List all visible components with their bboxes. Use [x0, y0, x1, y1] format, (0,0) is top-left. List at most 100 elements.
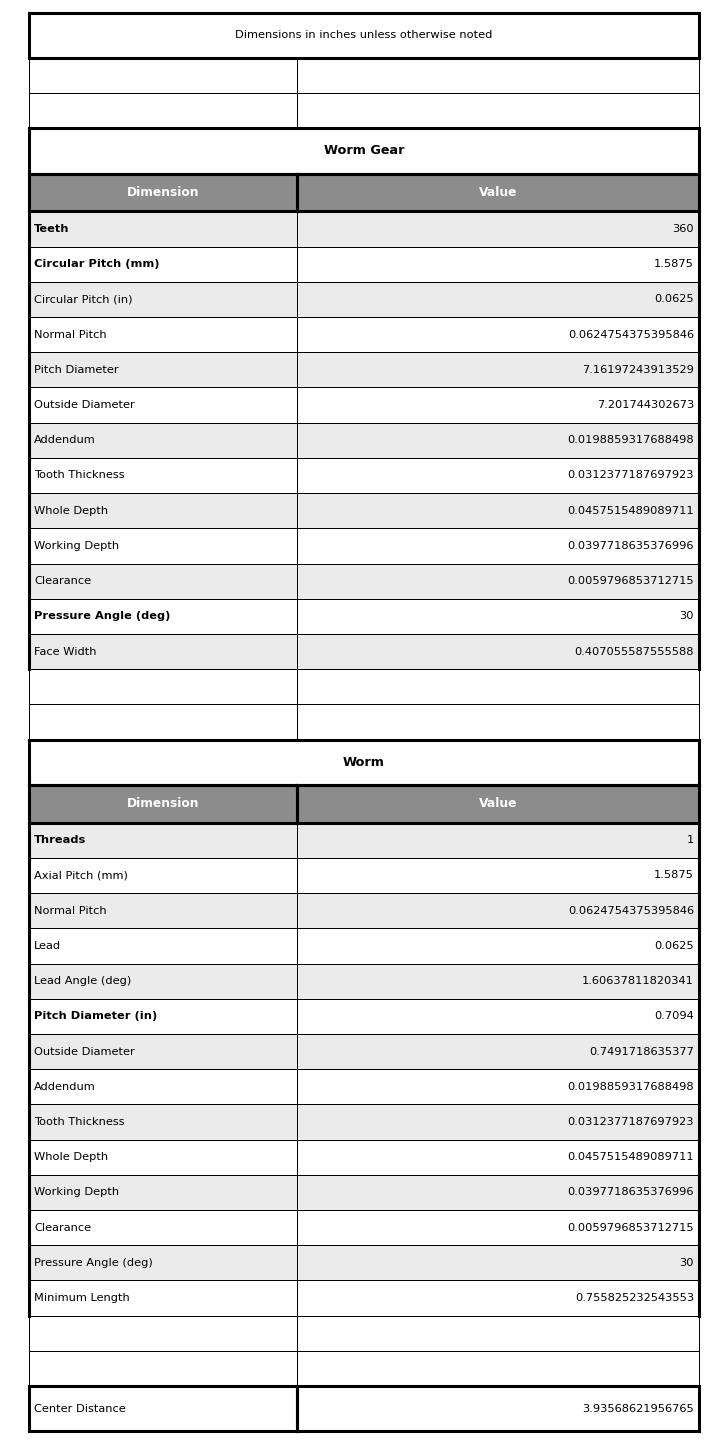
Text: 7.201744302673: 7.201744302673	[597, 400, 694, 410]
Text: Lead Angle (deg): Lead Angle (deg)	[34, 976, 131, 986]
Bar	[297, 1069, 699, 1105]
Text: Value: Value	[479, 186, 517, 199]
Text: 7.16197243913529: 7.16197243913529	[582, 365, 694, 375]
Bar	[297, 786, 699, 823]
Bar	[29, 458, 297, 492]
Bar	[29, 1352, 297, 1386]
Bar	[297, 211, 699, 247]
Bar	[297, 634, 699, 669]
Text: Addendum: Addendum	[34, 435, 96, 445]
Bar	[297, 858, 699, 892]
Bar	[29, 1034, 297, 1069]
Bar	[297, 423, 699, 458]
Text: 1.5875: 1.5875	[654, 258, 694, 269]
Bar	[29, 786, 297, 823]
Bar	[29, 529, 297, 563]
Bar	[297, 1210, 699, 1245]
Text: 0.7491718635377: 0.7491718635377	[589, 1047, 694, 1057]
Text: Whole Depth: Whole Depth	[34, 505, 108, 516]
Text: Pressure Angle (deg): Pressure Angle (deg)	[34, 611, 170, 621]
Text: 0.7094: 0.7094	[654, 1011, 694, 1021]
Bar	[29, 599, 297, 634]
Text: Lead: Lead	[34, 941, 61, 952]
Text: Tooth Thickness: Tooth Thickness	[34, 1118, 124, 1126]
Bar	[297, 1175, 699, 1210]
Bar	[297, 928, 699, 963]
Text: 0.755825232543553: 0.755825232543553	[574, 1292, 694, 1302]
Bar	[29, 669, 297, 705]
Text: Pitch Diameter: Pitch Diameter	[34, 365, 119, 375]
Text: 360: 360	[672, 224, 694, 234]
Bar	[29, 963, 297, 999]
Text: Working Depth: Working Depth	[34, 1187, 119, 1197]
Text: 1.60637811820341: 1.60637811820341	[582, 976, 694, 986]
Bar	[297, 173, 699, 211]
Text: Tooth Thickness: Tooth Thickness	[34, 471, 124, 481]
Text: Teeth: Teeth	[34, 224, 70, 234]
Bar	[297, 58, 699, 92]
Bar	[297, 1105, 699, 1139]
Bar	[297, 963, 699, 999]
Text: Clearance: Clearance	[34, 1223, 91, 1233]
Text: 0.0625: 0.0625	[654, 295, 694, 305]
Text: Outside Diameter: Outside Diameter	[34, 400, 135, 410]
Bar	[29, 1281, 297, 1315]
Text: 0.0059796853712715: 0.0059796853712715	[567, 576, 694, 586]
Bar	[29, 318, 297, 352]
Text: Pressure Angle (deg): Pressure Angle (deg)	[34, 1258, 153, 1268]
Bar	[29, 563, 297, 599]
Bar	[29, 1105, 297, 1139]
Text: Dimension: Dimension	[127, 186, 199, 199]
Bar	[297, 1352, 699, 1386]
Bar	[29, 1315, 297, 1352]
Bar	[29, 1245, 297, 1281]
Bar	[297, 892, 699, 928]
Bar	[297, 1315, 699, 1352]
Bar	[29, 1175, 297, 1210]
Bar	[297, 1139, 699, 1175]
Bar	[297, 563, 699, 599]
Bar	[29, 928, 297, 963]
Bar	[297, 999, 699, 1034]
Bar	[29, 247, 297, 282]
Text: Whole Depth: Whole Depth	[34, 1152, 108, 1162]
Text: Circular Pitch (mm): Circular Pitch (mm)	[34, 258, 159, 269]
Text: 0.0397718635376996: 0.0397718635376996	[567, 542, 694, 552]
Bar	[29, 1386, 297, 1431]
Bar	[297, 282, 699, 318]
Bar	[297, 352, 699, 387]
Text: 0.0624754375395846: 0.0624754375395846	[568, 329, 694, 339]
Bar	[297, 1034, 699, 1069]
Text: 0.407055587555588: 0.407055587555588	[574, 647, 694, 657]
Bar	[29, 1210, 297, 1245]
Bar	[29, 892, 297, 928]
Bar	[297, 92, 699, 129]
Text: Circular Pitch (in): Circular Pitch (in)	[34, 295, 132, 305]
Bar	[29, 173, 297, 211]
Bar	[297, 1245, 699, 1281]
Bar	[29, 282, 297, 318]
Text: 1: 1	[687, 835, 694, 845]
Bar	[297, 387, 699, 423]
Bar	[297, 318, 699, 352]
Bar	[29, 129, 699, 173]
Bar	[297, 247, 699, 282]
Bar	[297, 669, 699, 705]
Text: Face Width: Face Width	[34, 647, 97, 657]
Text: Normal Pitch: Normal Pitch	[34, 329, 107, 339]
Text: Working Depth: Working Depth	[34, 542, 119, 552]
Text: Value: Value	[479, 797, 517, 810]
Bar	[29, 211, 297, 247]
Text: Clearance: Clearance	[34, 576, 91, 586]
Bar	[29, 1069, 297, 1105]
Text: Dimension: Dimension	[127, 797, 199, 810]
Text: 30: 30	[679, 1258, 694, 1268]
Text: Worm: Worm	[343, 755, 385, 768]
Bar	[29, 858, 297, 892]
Bar	[29, 92, 297, 129]
Text: 0.0198859317688498: 0.0198859317688498	[567, 1082, 694, 1092]
Text: Normal Pitch: Normal Pitch	[34, 905, 107, 915]
Bar	[29, 492, 297, 529]
Text: Outside Diameter: Outside Diameter	[34, 1047, 135, 1057]
Bar	[297, 529, 699, 563]
